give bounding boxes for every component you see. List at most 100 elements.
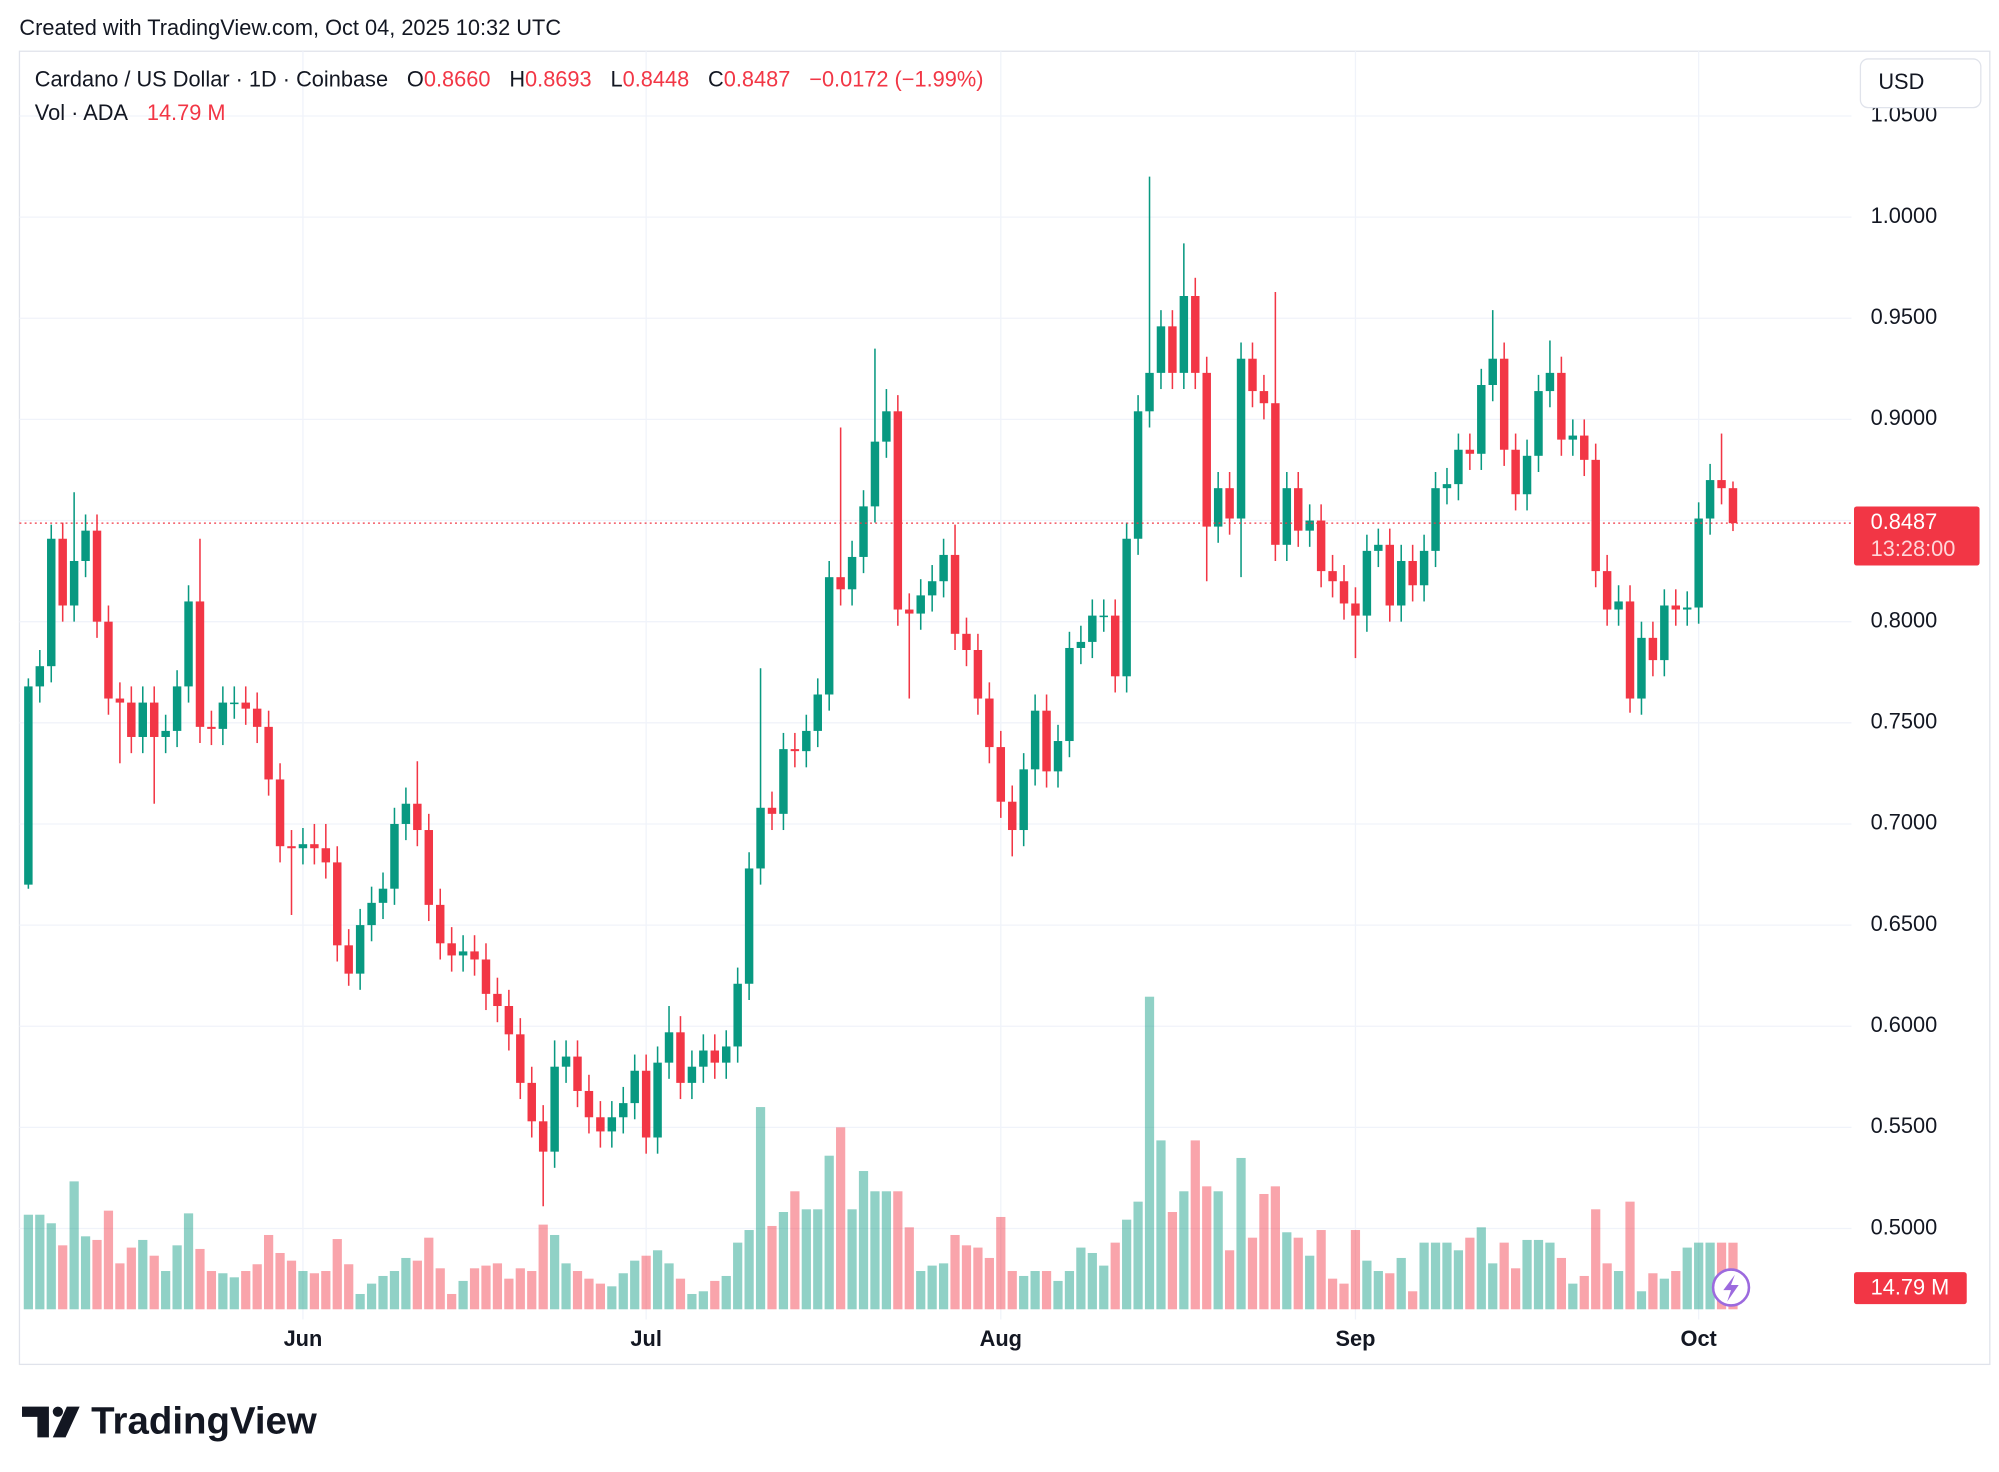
legend-key: H <box>509 66 525 91</box>
price-badge-countdown: 13:28:00 <box>1871 536 1956 561</box>
candle-body <box>939 554 948 582</box>
y-tick-label: 0.5500 <box>1871 1113 1938 1138</box>
volume-bar <box>893 1191 903 1310</box>
candle-body <box>1248 358 1257 392</box>
volume-bar <box>1556 1257 1566 1310</box>
volume-bar <box>69 1181 79 1310</box>
brand-logo <box>22 1406 80 1438</box>
volume-bar <box>1430 1242 1441 1310</box>
volume-bar <box>561 1263 571 1310</box>
volume-bar <box>973 1247 983 1310</box>
volume-bar <box>1247 1237 1258 1310</box>
volume-bar <box>870 1191 880 1310</box>
candle-body <box>1122 538 1131 677</box>
volume-bar <box>58 1245 68 1310</box>
volume-bar <box>1064 1271 1075 1310</box>
candle-body <box>1133 411 1143 539</box>
candle-body <box>779 749 788 814</box>
candle-body <box>927 581 937 596</box>
candle-body <box>1030 710 1040 770</box>
volume-bar <box>733 1242 743 1310</box>
volume-bar <box>1327 1278 1338 1310</box>
candle-body <box>1557 372 1566 440</box>
candle-body <box>1522 455 1532 495</box>
candle-body <box>1614 601 1623 610</box>
candle-body <box>310 844 319 849</box>
candle-body <box>767 807 777 814</box>
candle-body <box>905 609 914 614</box>
currency[interactable]: USD <box>1878 69 1924 94</box>
logo-t <box>22 1406 49 1438</box>
volume-bar <box>1533 1239 1544 1310</box>
volume-bar <box>218 1273 228 1310</box>
candle-body <box>733 983 742 1047</box>
volume-bar <box>767 1225 777 1310</box>
candle-body <box>1488 358 1497 386</box>
volume-bar <box>927 1265 937 1310</box>
volume-bar <box>984 1257 994 1310</box>
y-tick-label: 0.9000 <box>1871 405 1938 430</box>
candle-body <box>1271 403 1280 545</box>
candle-body <box>584 1090 594 1118</box>
volume-bar <box>584 1278 594 1310</box>
volume-bar <box>1476 1227 1486 1310</box>
candle-body <box>287 846 296 849</box>
logo-dot <box>52 1406 64 1417</box>
grid <box>19 51 1852 1320</box>
candle-body <box>1477 385 1486 454</box>
volume-bar <box>778 1212 789 1310</box>
candle-body <box>493 993 502 1007</box>
volume-bar <box>115 1263 125 1310</box>
candle-body <box>1179 296 1189 373</box>
x-tick-label: Sep <box>1335 1326 1375 1351</box>
candle-body <box>516 1034 525 1083</box>
volume-bar <box>744 1230 754 1310</box>
candle-body <box>92 530 102 622</box>
candle-body <box>104 621 113 699</box>
volume-bar <box>1442 1242 1452 1310</box>
candle-body <box>619 1103 628 1118</box>
volume-bar <box>630 1260 640 1310</box>
volume-bar <box>1545 1242 1555 1310</box>
candle-body <box>172 686 182 731</box>
volume-bar <box>161 1271 171 1310</box>
volume-bar <box>252 1264 262 1310</box>
volume-bar <box>1293 1237 1303 1310</box>
overlay: Cardano / US Dollar · 1D · Coinbase O0.8… <box>22 58 1982 1442</box>
candle-body <box>664 1032 674 1063</box>
candle-body <box>47 538 56 667</box>
volume-bar <box>950 1234 960 1310</box>
volume-bar <box>1659 1278 1669 1310</box>
legend-symbol: Cardano / US Dollar · 1D · Coinbase <box>35 66 388 91</box>
candle-body <box>561 1056 571 1067</box>
volume-badge-value: 14.79 M <box>1871 1275 1950 1300</box>
candle-body <box>149 702 159 737</box>
price-badge-value: 0.8487 <box>1871 509 1938 534</box>
volume-bar <box>1682 1247 1692 1310</box>
volume-bar <box>1156 1140 1166 1310</box>
legend-low: 0.8448 <box>623 66 690 91</box>
volume-bar <box>504 1278 514 1310</box>
currency-button[interactable] <box>1859 58 1982 109</box>
candle-body <box>401 803 411 824</box>
candle-body <box>527 1082 536 1122</box>
candle-body <box>813 694 822 731</box>
y-tick-label: 0.6000 <box>1871 1012 1938 1037</box>
volume-bar <box>538 1224 548 1310</box>
lightning-bolt <box>1723 1274 1739 1302</box>
candle-body <box>1225 488 1234 519</box>
candle-body <box>596 1117 605 1132</box>
volume-bar <box>1339 1283 1349 1310</box>
candle-body <box>882 411 891 442</box>
candle-body <box>1545 372 1555 392</box>
candle-body <box>1465 449 1475 454</box>
volume-bar <box>126 1247 136 1310</box>
candle-body <box>1191 296 1200 373</box>
candle-body <box>115 698 125 703</box>
candle-body <box>630 1070 639 1104</box>
volume-bar <box>858 1171 869 1310</box>
candle-body <box>161 730 170 737</box>
candle-body <box>344 945 353 974</box>
candle-body <box>435 904 445 944</box>
